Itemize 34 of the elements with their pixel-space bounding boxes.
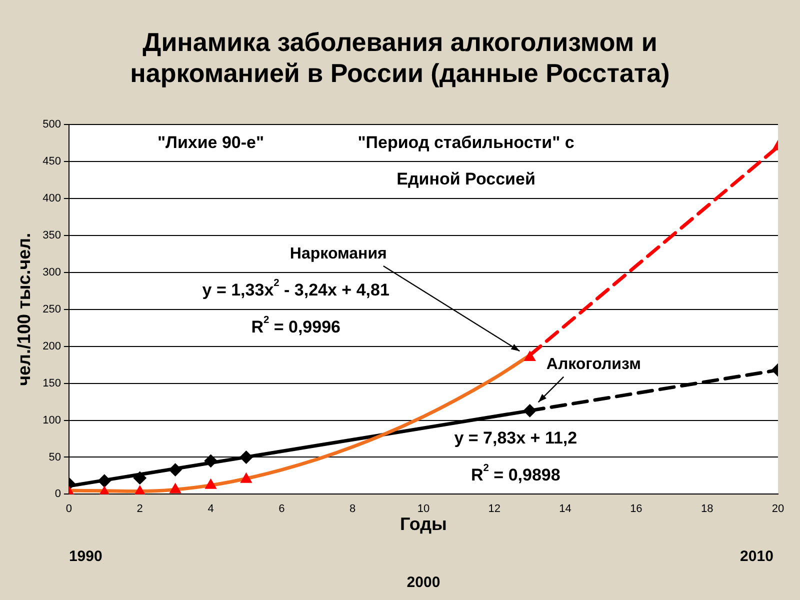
- annotation: "Лихие 90-е": [157, 132, 264, 152]
- x-tick-label: 20: [772, 502, 784, 515]
- x-tick-label: 14: [559, 502, 572, 515]
- y-tick-label: 50: [48, 451, 61, 464]
- x-tick-label: 12: [488, 502, 501, 515]
- x-tick-label: 18: [700, 502, 714, 515]
- x-tick-label: 16: [630, 502, 642, 515]
- x-tick-label: 10: [417, 502, 430, 515]
- text: 2010: [740, 548, 774, 566]
- annotation: "Период стабильности" с: [358, 132, 574, 152]
- x-tick-label: 0: [66, 502, 72, 515]
- y-tick-label: 450: [42, 156, 61, 168]
- text: Наркомания: [290, 245, 387, 262]
- annotation: Единой Россией: [396, 170, 536, 189]
- y-tick-label: 250: [42, 303, 61, 316]
- y-axis-title: чел./100 тыс.чел.: [14, 232, 34, 386]
- annotation: y = 7,83x + 11,2: [454, 428, 578, 448]
- x-tick-label: 6: [278, 502, 285, 515]
- y-tick-label: 100: [42, 414, 61, 426]
- y-tick-label: 200: [42, 340, 61, 352]
- y-tick-label: 500: [42, 118, 61, 131]
- y-tick-label: 400: [42, 192, 61, 205]
- x-tick-label: 8: [350, 502, 356, 515]
- y-tick-label: 350: [42, 230, 61, 242]
- text: Алкоголизм: [546, 356, 641, 374]
- y-tick-label: 150: [42, 377, 61, 390]
- x-tick-label: 2: [136, 502, 143, 515]
- chart-title: Динамика заболевания алкоголизмом и наркоманией в России (данные Росстата): [129, 26, 671, 90]
- x-tick-label: 4: [208, 502, 214, 515]
- y-tick-label: 0: [54, 488, 61, 500]
- y-tick-label: 300: [42, 266, 61, 278]
- x-axis-title: Годы: [400, 514, 447, 534]
- text: 2000: [406, 574, 440, 592]
- text: 1990: [68, 548, 102, 566]
